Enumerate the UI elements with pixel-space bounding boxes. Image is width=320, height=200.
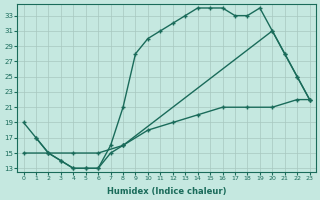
X-axis label: Humidex (Indice chaleur): Humidex (Indice chaleur) <box>107 187 226 196</box>
